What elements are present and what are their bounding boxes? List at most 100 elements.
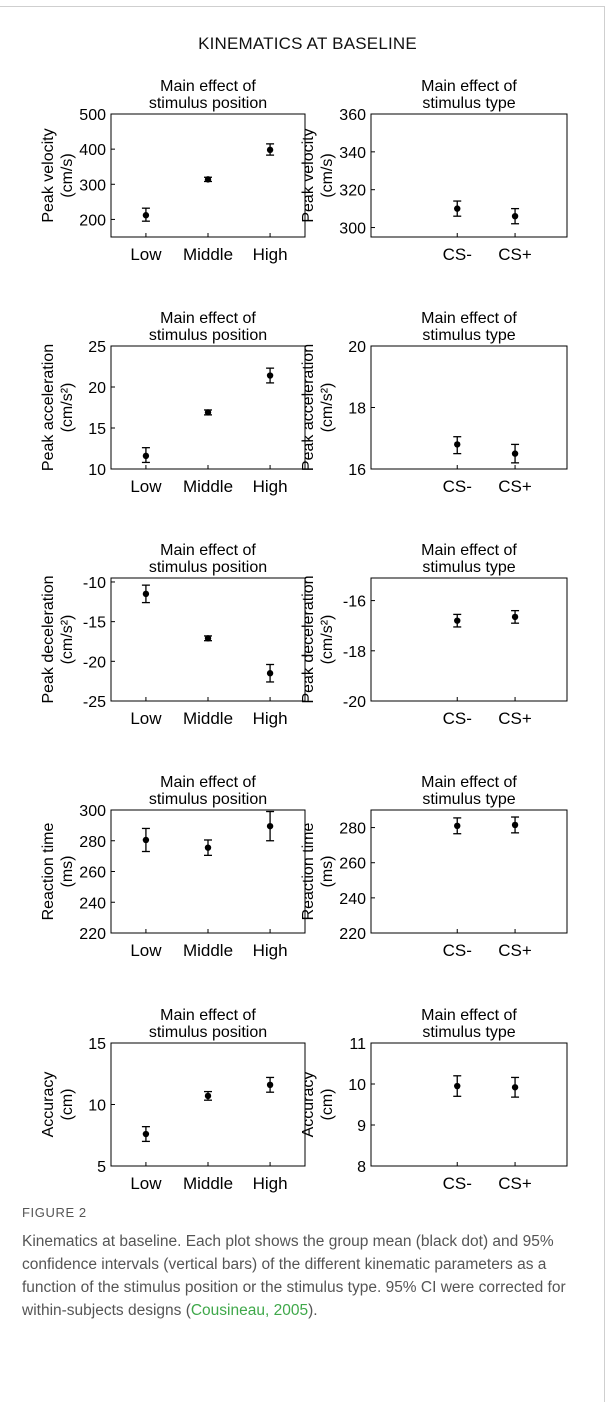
panel-title: stimulus position <box>149 559 267 576</box>
y-axis-label: Peak acceleration <box>300 344 317 471</box>
mean-point <box>142 212 150 219</box>
y-axis-label: (ms) <box>59 856 76 888</box>
panel-title: stimulus position <box>149 95 267 112</box>
y-axis-label: Reaction time <box>40 822 57 920</box>
x-tick-label: Low <box>130 1174 162 1193</box>
y-tick-label: 16 <box>348 462 366 479</box>
y-axis-label: (cm/s) <box>319 153 336 197</box>
figure-title: KINEMATICS AT BASELINE <box>198 34 417 53</box>
y-tick-label: 20 <box>348 339 366 356</box>
y-tick-label: -20 <box>83 654 106 671</box>
x-tick-label: Middle <box>183 245 233 264</box>
mean-point <box>204 176 212 183</box>
y-axis-label: Peak acceleration <box>40 344 57 471</box>
mean-point <box>204 635 212 642</box>
citation-link[interactable]: Cousineau, 2005 <box>190 1302 309 1319</box>
x-tick-label: High <box>253 1174 288 1193</box>
y-tick-label: 300 <box>339 221 366 238</box>
x-tick-label: High <box>253 245 288 264</box>
x-tick-label: Middle <box>183 477 233 496</box>
y-tick-label: 10 <box>88 462 106 479</box>
mean-point <box>204 409 212 416</box>
mean-point <box>204 1092 212 1100</box>
panel-title: Main effect of <box>160 774 256 791</box>
x-tick-label: Low <box>130 709 162 728</box>
mean-point <box>266 146 274 154</box>
y-tick-label: 340 <box>339 145 366 162</box>
y-tick-label: 20 <box>88 380 106 397</box>
plot-area <box>110 1042 306 1167</box>
y-tick-label: 9 <box>357 1118 366 1135</box>
panel-title: Main effect of <box>160 78 256 95</box>
y-tick-label: 220 <box>339 926 366 943</box>
x-tick-label: CS+ <box>498 709 532 728</box>
mean-point <box>511 821 519 829</box>
y-axis-label: (cm/s) <box>59 153 76 197</box>
y-tick-label: -18 <box>343 644 366 661</box>
mean-point <box>511 450 519 457</box>
panel-title: Main effect of <box>421 1007 517 1024</box>
x-tick-label: CS+ <box>498 1174 532 1193</box>
y-tick-label: -15 <box>83 615 106 632</box>
y-axis-label: (ms) <box>319 856 336 888</box>
y-tick-label: 15 <box>88 421 106 438</box>
y-tick-label: 25 <box>88 339 106 356</box>
mean-point <box>454 1082 461 1090</box>
x-tick-label: CS- <box>443 477 472 496</box>
y-tick-label: 220 <box>79 926 106 943</box>
panel-title: Main effect of <box>421 774 517 791</box>
x-tick-label: CS- <box>443 941 472 960</box>
y-axis-label: (cm) <box>59 1089 76 1121</box>
y-tick-label: 200 <box>79 212 106 229</box>
caption-text: Kinematics at baseline. Each plot shows … <box>22 1230 594 1322</box>
x-tick-label: High <box>253 941 288 960</box>
y-tick-label: 18 <box>348 401 366 418</box>
x-tick-label: CS+ <box>498 941 532 960</box>
y-tick-label: 280 <box>339 821 366 838</box>
mean-point <box>142 836 150 844</box>
y-tick-label: 360 <box>339 107 366 124</box>
panel-title: stimulus position <box>149 1024 267 1041</box>
x-tick-label: CS- <box>443 1174 472 1193</box>
y-axis-label: Reaction time <box>300 822 317 920</box>
mean-point <box>454 205 461 212</box>
caption-body: Kinematics at baseline. Each plot shows … <box>22 1233 566 1319</box>
x-tick-label: Middle <box>183 709 233 728</box>
mean-point <box>266 1081 274 1089</box>
mean-point <box>511 1084 519 1091</box>
x-tick-label: CS+ <box>498 245 532 264</box>
panel-title: stimulus type <box>422 95 515 112</box>
y-axis-label: Peak velocity <box>300 128 317 222</box>
panel-title: stimulus position <box>149 791 267 808</box>
y-tick-label: 8 <box>357 1159 366 1176</box>
y-tick-label: -16 <box>343 594 366 611</box>
plot-area <box>370 1042 568 1167</box>
panel-title: stimulus position <box>149 327 267 344</box>
x-tick-label: CS- <box>443 245 472 264</box>
y-tick-label: 240 <box>339 891 366 908</box>
y-axis-label: Peak velocity <box>40 128 57 222</box>
y-axis-label: (cm/s²) <box>319 615 336 665</box>
y-tick-label: 400 <box>79 142 106 159</box>
panel-title: Main effect of <box>160 310 256 327</box>
caption-end: ). <box>308 1302 318 1319</box>
top-divider <box>0 6 605 7</box>
y-tick-label: 280 <box>79 834 106 851</box>
x-tick-label: High <box>253 709 288 728</box>
mean-point <box>511 613 519 621</box>
y-axis-label: Accuracy <box>300 1072 317 1138</box>
mean-point <box>266 822 274 830</box>
y-axis-label: Peak deceleration <box>300 575 317 703</box>
y-axis-label: Peak deceleration <box>40 575 57 703</box>
y-tick-label: 10 <box>88 1098 106 1115</box>
x-tick-label: CS- <box>443 709 472 728</box>
plot-area <box>370 113 568 238</box>
panel-title: Main effect of <box>160 1007 256 1024</box>
y-tick-label: 500 <box>79 107 106 124</box>
mean-point <box>266 670 274 677</box>
panel-title: stimulus type <box>422 791 515 808</box>
y-tick-label: -25 <box>83 694 106 711</box>
figure-label: FIGURE 2 <box>22 1205 87 1220</box>
mean-point <box>454 617 461 624</box>
x-tick-label: High <box>253 477 288 496</box>
